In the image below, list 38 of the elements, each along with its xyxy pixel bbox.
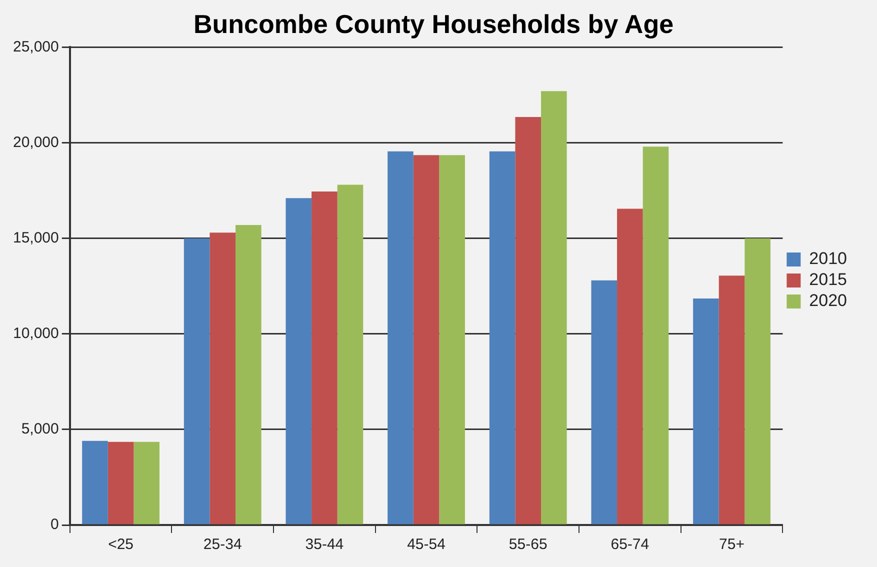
bar [388,151,414,524]
y-tick-label: 20,000 [12,134,59,151]
bar [108,442,134,524]
bar [236,224,262,524]
bar [541,91,567,524]
bar [439,155,465,524]
x-tick-label: <25 [108,536,134,554]
legend-label: 2020 [809,291,848,310]
y-tick-label: 0 [50,516,59,534]
chart-title: Buncombe County Households by Age [193,8,674,39]
x-tick-label: 75+ [719,536,745,554]
y-tick-label: 15,000 [12,229,59,246]
bar [489,151,516,524]
legend-label: 2015 [809,270,848,290]
y-tick-label: 25,000 [12,38,59,56]
y-tick-label: 10,000 [12,325,59,342]
x-tick-label: 35-44 [305,536,344,554]
bar [591,280,618,524]
bar [744,238,770,524]
bar [184,238,210,524]
x-tick-label: 55-65 [508,536,548,554]
bar [286,198,312,524]
x-tick-label: 45-54 [407,536,446,554]
bar [413,155,440,524]
bar [134,442,160,524]
bar [312,191,338,524]
bar [82,440,108,524]
bar [617,208,643,524]
bar [718,276,745,524]
y-tick-label: 5,000 [21,420,59,438]
bar [642,146,669,524]
bar [210,232,236,524]
x-tick-label: 65-74 [610,536,650,554]
x-tick-label: 25-34 [203,536,242,554]
bar [515,116,542,524]
bar [693,298,719,524]
legend-label: 2010 [809,249,848,268]
bar [337,184,364,524]
